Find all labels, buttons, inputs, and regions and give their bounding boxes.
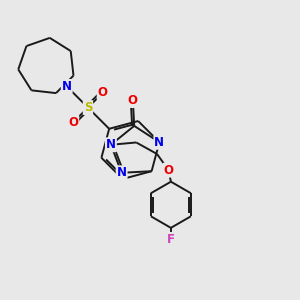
- Text: N: N: [117, 166, 127, 179]
- Text: O: O: [68, 116, 78, 129]
- Text: S: S: [84, 101, 92, 114]
- Text: N: N: [154, 136, 164, 149]
- Text: O: O: [164, 164, 174, 177]
- Text: O: O: [128, 94, 138, 107]
- Text: N: N: [62, 80, 72, 93]
- Text: F: F: [167, 233, 175, 246]
- Text: N: N: [106, 138, 116, 151]
- Text: O: O: [98, 86, 108, 99]
